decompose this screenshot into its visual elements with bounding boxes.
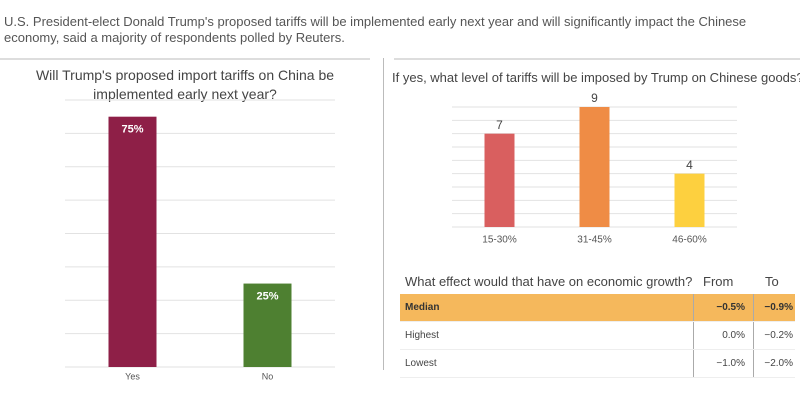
col-sep	[753, 294, 754, 321]
bar	[243, 283, 292, 367]
divider	[383, 58, 384, 370]
table-row: Highest 0.0% −0.2%	[400, 322, 795, 350]
data-label: 9	[591, 91, 598, 105]
table: What effect would that have on economic …	[400, 270, 795, 378]
table-cell: −1.0%	[716, 358, 745, 369]
data-label: 7	[496, 118, 503, 132]
bar	[674, 173, 705, 227]
table-cell: Highest	[405, 330, 439, 341]
table-header: What effect would that have on economic …	[400, 270, 795, 294]
rule	[394, 58, 800, 60]
table-cell: −0.9%	[764, 302, 793, 313]
chart: 7 15-30% 9 31-45% 4 46-60%	[452, 91, 737, 246]
subtitle: U.S. President-elect Donald Trump's prop…	[4, 14, 747, 45]
table-cell: Median	[405, 302, 440, 313]
col-sep	[693, 350, 694, 377]
col-sep	[693, 294, 694, 321]
chart-title: Will Trump's proposed import tariffs on …	[35, 67, 335, 102]
data-label: 75%	[121, 124, 143, 136]
table-cell: −0.5%	[716, 302, 745, 313]
table-row: Median −0.5% −0.9%	[400, 294, 795, 322]
x-tick-label: 46-60%	[672, 235, 707, 246]
col-sep	[693, 322, 694, 349]
table-cell: Lowest	[405, 358, 437, 369]
x-tick-label: 31-45%	[577, 235, 612, 246]
bar	[484, 133, 515, 227]
rule	[0, 58, 370, 60]
chart-title: If yes, what level of tariffs will be im…	[392, 70, 800, 85]
x-tick-label: Yes	[125, 371, 140, 381]
header-cell: To	[765, 274, 779, 289]
bar	[579, 107, 610, 227]
table-cell: −0.2%	[764, 330, 793, 341]
header-cell: What effect would that have on economic …	[405, 274, 693, 289]
x-tick-label: No	[262, 371, 274, 381]
col-sep	[753, 322, 754, 349]
data-label: 4	[686, 158, 693, 172]
table-cell: −2.0%	[764, 358, 793, 369]
table-row: Lowest −1.0% −2.0%	[400, 350, 795, 378]
data-label: 25%	[256, 290, 278, 302]
header-cell: From	[703, 274, 734, 289]
chart: 75% Yes 25% No	[65, 99, 335, 381]
col-sep	[753, 350, 754, 377]
bar	[108, 116, 157, 367]
table-cell: 0.0%	[722, 330, 745, 341]
x-tick-label: 15-30%	[482, 235, 517, 246]
